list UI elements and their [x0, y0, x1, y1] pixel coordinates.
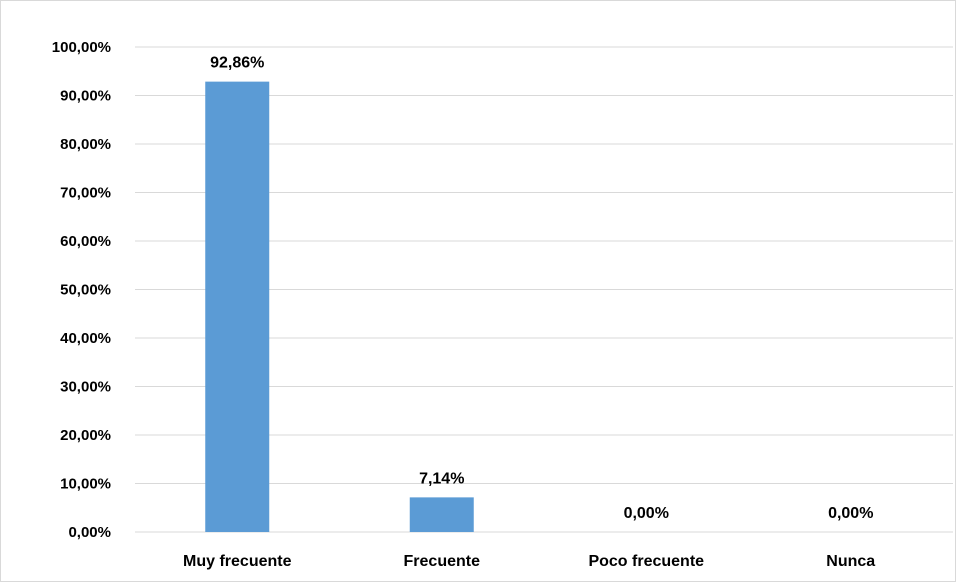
bars [205, 81, 474, 532]
bar [205, 81, 270, 532]
category-label: Nunca [826, 553, 875, 570]
category-label: Frecuente [404, 553, 481, 570]
y-tick-label: 60,00% [60, 233, 111, 250]
category-label: Muy frecuente [183, 553, 292, 570]
data-label: 0,00% [828, 505, 873, 522]
y-tick-label: 80,00% [60, 136, 111, 153]
x-axis-categories: Muy frecuente Frecuente Poco frecuente Nunc… [183, 553, 875, 570]
data-label: 7,14% [419, 470, 464, 487]
y-tick-label: 40,00% [60, 330, 111, 347]
y-tick-label: 30,00% [60, 379, 111, 396]
y-tick-label: 90,00% [60, 88, 111, 105]
y-tick-label: 70,00% [60, 185, 111, 202]
data-label: 92,86% [210, 55, 264, 72]
category-label: Poco frecuente [588, 553, 704, 570]
y-tick-label: 100,00% [52, 39, 111, 56]
data-label: 0,00% [624, 505, 669, 522]
bar [409, 497, 474, 532]
data-labels: 92,86% 7,14% 0,00% 0,00% [210, 55, 873, 522]
y-tick-label: 10,00% [60, 476, 111, 493]
gridlines [135, 46, 953, 533]
y-tick-label: 50,00% [60, 282, 111, 299]
y-tick-label: 20,00% [60, 427, 111, 444]
y-axis-ticks: 0,00% 10,00% 20,00% 30,00% 40,00% 50,00% 60,00… [52, 39, 111, 541]
y-tick-label: 0,00% [68, 524, 111, 541]
